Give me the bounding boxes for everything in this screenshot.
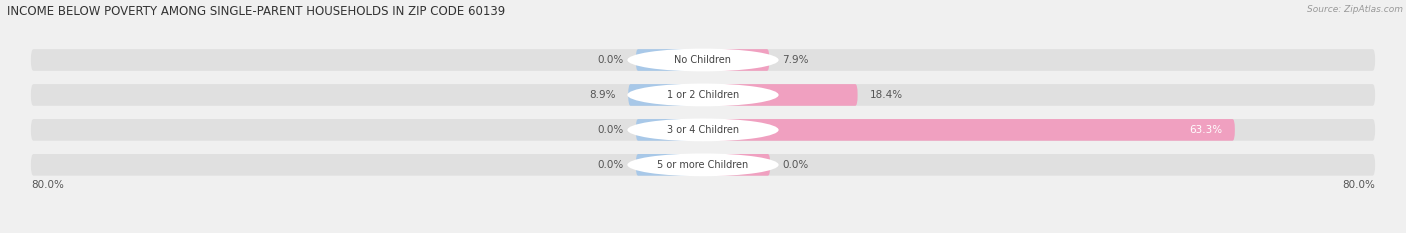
FancyBboxPatch shape <box>31 154 1375 176</box>
Ellipse shape <box>627 154 779 176</box>
Text: 80.0%: 80.0% <box>31 180 63 190</box>
Text: 0.0%: 0.0% <box>598 125 623 135</box>
Text: 18.4%: 18.4% <box>870 90 903 100</box>
Text: 80.0%: 80.0% <box>1343 180 1375 190</box>
Text: 3 or 4 Children: 3 or 4 Children <box>666 125 740 135</box>
FancyBboxPatch shape <box>636 119 703 141</box>
Text: 8.9%: 8.9% <box>589 90 616 100</box>
FancyBboxPatch shape <box>703 154 770 176</box>
Ellipse shape <box>627 84 779 106</box>
FancyBboxPatch shape <box>628 84 703 106</box>
Text: No Children: No Children <box>675 55 731 65</box>
Text: Source: ZipAtlas.com: Source: ZipAtlas.com <box>1308 5 1403 14</box>
FancyBboxPatch shape <box>31 84 1375 106</box>
FancyBboxPatch shape <box>31 49 1375 71</box>
Text: 1 or 2 Children: 1 or 2 Children <box>666 90 740 100</box>
Text: 0.0%: 0.0% <box>783 160 808 170</box>
Text: 0.0%: 0.0% <box>598 55 623 65</box>
Text: INCOME BELOW POVERTY AMONG SINGLE-PARENT HOUSEHOLDS IN ZIP CODE 60139: INCOME BELOW POVERTY AMONG SINGLE-PARENT… <box>7 5 505 18</box>
Ellipse shape <box>627 49 779 71</box>
FancyBboxPatch shape <box>636 49 703 71</box>
Text: 7.9%: 7.9% <box>782 55 808 65</box>
FancyBboxPatch shape <box>636 154 703 176</box>
Ellipse shape <box>627 119 779 141</box>
FancyBboxPatch shape <box>703 84 858 106</box>
FancyBboxPatch shape <box>703 49 769 71</box>
Text: 5 or more Children: 5 or more Children <box>658 160 748 170</box>
Text: 0.0%: 0.0% <box>598 160 623 170</box>
FancyBboxPatch shape <box>31 119 1375 141</box>
FancyBboxPatch shape <box>703 119 1234 141</box>
Text: 63.3%: 63.3% <box>1189 125 1222 135</box>
